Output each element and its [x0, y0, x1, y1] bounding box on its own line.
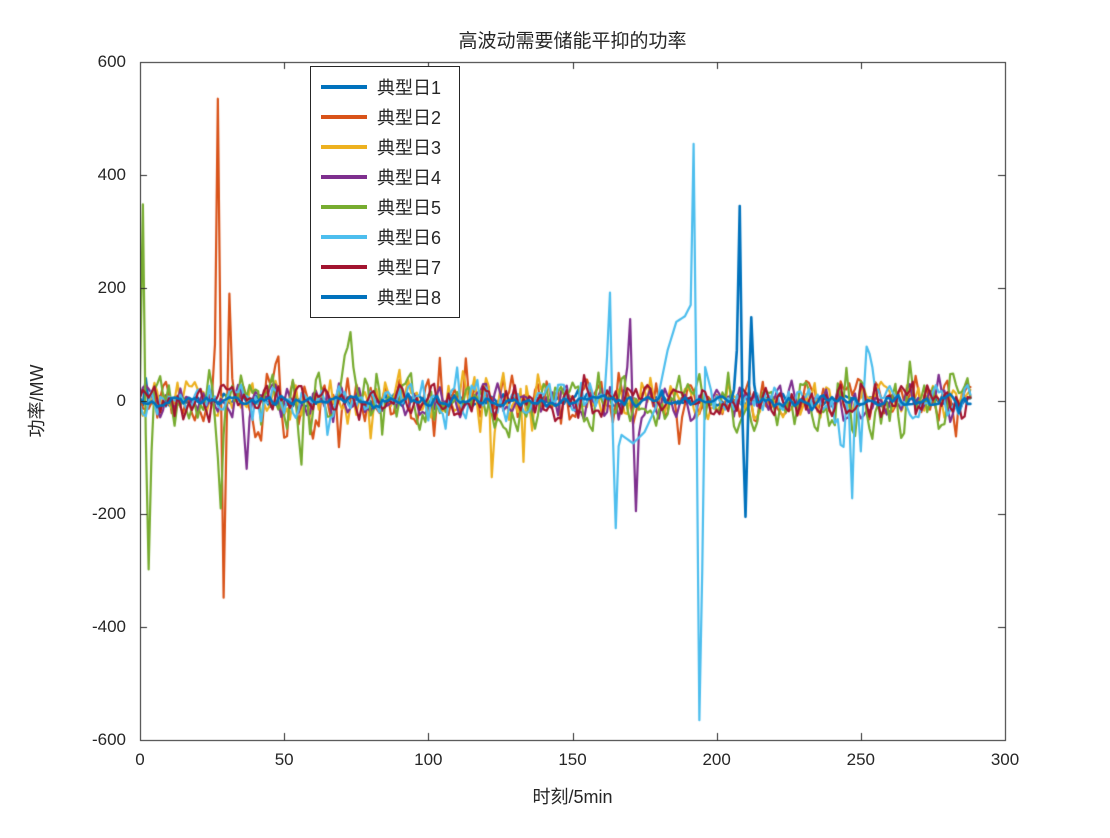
legend-swatch-line [321, 265, 367, 269]
x-tick-label: 100 [414, 750, 443, 769]
legend-item: 典型日5 [311, 192, 459, 222]
legend-item: 典型日1 [311, 72, 459, 102]
legend-swatch-line [321, 145, 367, 149]
y-tick-label: 600 [97, 52, 126, 71]
y-tick-label: -400 [91, 617, 126, 636]
legend-label: 典型日8 [377, 288, 442, 308]
legend-item: 典型日3 [311, 132, 459, 162]
legend-label: 典型日6 [377, 228, 442, 248]
legend-item: 典型日6 [311, 222, 459, 252]
legend-label: 典型日3 [377, 138, 442, 158]
x-tick-label: 50 [274, 750, 294, 769]
legend-label: 典型日5 [377, 198, 442, 218]
legend-swatch-line [321, 85, 367, 89]
legend-item: 典型日7 [311, 252, 459, 282]
x-tick-label: 0 [135, 750, 145, 769]
y-tick-label: -600 [91, 730, 126, 749]
legend-item: 典型日4 [311, 162, 459, 192]
chart-title: 高波动需要储能平抑的功率 [458, 31, 687, 52]
legend-swatch-line [321, 115, 367, 119]
x-tick-label: 200 [702, 750, 731, 769]
legend-item: 典型日8 [311, 282, 459, 312]
x-tick-label: 300 [990, 750, 1020, 769]
legend: 典型日1 典型日2 典型日3 典型日4 典型日5 典型日6 典型日7 典型日8 [310, 66, 461, 318]
legend-label: 典型日2 [377, 108, 442, 128]
legend-label: 典型日1 [377, 78, 442, 98]
legend-swatch-line [321, 295, 367, 299]
x-axis-label: 时刻/5min [532, 787, 613, 807]
legend-swatch-line [321, 205, 367, 209]
y-tick-label: 400 [97, 165, 126, 184]
legend-swatch-line [321, 235, 367, 239]
y-tick-label: 0 [116, 391, 126, 410]
legend-label: 典型日4 [377, 168, 442, 188]
y-tick-label: -200 [91, 504, 126, 523]
x-tick-label: 250 [846, 750, 876, 769]
legend-swatch-line [321, 175, 367, 179]
legend-item: 典型日2 [311, 102, 459, 132]
x-tick-label: 150 [558, 750, 587, 769]
legend-label: 典型日7 [377, 258, 442, 278]
y-tick-label: 200 [97, 278, 126, 297]
